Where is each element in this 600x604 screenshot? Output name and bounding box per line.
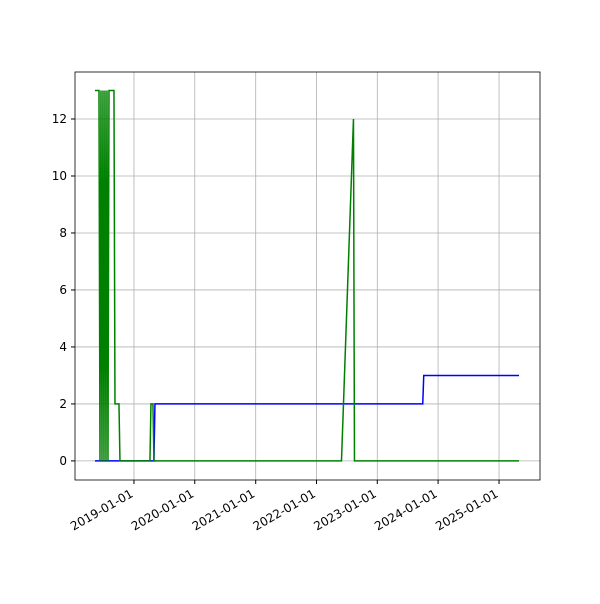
y-tick-label: 10 xyxy=(52,169,67,183)
y-tick-label: 4 xyxy=(59,340,67,354)
line xyxy=(94,89,520,462)
y-tick-label: 8 xyxy=(59,226,67,240)
plot-frame xyxy=(74,71,541,481)
y-tick-label: 0 xyxy=(59,454,67,468)
y-tick-label: 2 xyxy=(59,397,67,411)
y-tick-label: 6 xyxy=(59,283,67,297)
y-tick-label: 12 xyxy=(52,112,67,126)
